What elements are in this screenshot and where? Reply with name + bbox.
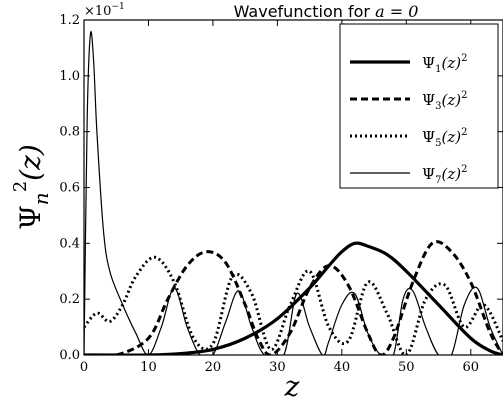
x-tick-label: 20: [205, 360, 222, 375]
y-multiplier-exponent: −1: [111, 2, 124, 12]
legend-label-1: Ψ1(z)2: [422, 53, 468, 75]
y-tick-label: 1.2: [59, 13, 80, 28]
y-axis-label-sub: n: [29, 192, 53, 205]
x-tick-label: 60: [462, 360, 479, 375]
y-axis-label: Ψn2(z): [10, 144, 53, 230]
x-tick-label: 50: [398, 360, 415, 375]
chart-title-prefix: Wavefunction for: [234, 2, 375, 21]
legend-label-3: Ψ3(z)2: [422, 90, 468, 112]
legend-frame: [339, 23, 499, 189]
x-tick-label: 40: [334, 360, 351, 375]
y-multiplier-base: ×10: [84, 4, 111, 19]
y-tick-label: 0.2: [59, 292, 80, 307]
x-tick-label: 10: [140, 360, 157, 375]
y-axis-label-base: Ψ: [14, 205, 47, 230]
legend: Ψ1(z)2 Ψ3(z)2 Ψ5(z)2 Ψ7(z)2: [339, 23, 499, 189]
y-tick-label: 0.6: [59, 181, 80, 196]
series-line-1: [84, 241, 503, 355]
legend-label-5: Ψ5(z)2: [422, 127, 468, 149]
x-tick-label: 30: [269, 360, 286, 375]
x-tick-label: 0: [80, 360, 88, 375]
series-line-7: [84, 31, 503, 355]
series-line-5: [84, 255, 503, 355]
chart-title-math: a = 0: [375, 2, 418, 21]
series-line-3: [84, 240, 503, 355]
y-tick-label: 0.8: [59, 125, 80, 140]
y-multiplier: ×10−1: [84, 2, 125, 19]
series-layer: [84, 31, 503, 355]
legend-label-7: Ψ7(z)2: [422, 164, 468, 186]
chart-title: Wavefunction for a = 0: [234, 2, 419, 21]
y-axis-label-arg: (z): [14, 144, 47, 181]
x-axis-label: z: [284, 370, 300, 402]
y-tick-label: 0.4: [59, 236, 80, 251]
y-tick-label: 1.0: [59, 69, 80, 84]
y-tick-label: 0.0: [59, 348, 80, 363]
y-axis-label-sup: 2: [10, 181, 31, 192]
axis-ticks: 0 10 20 30 40 50 60 0.0 0.2 0.4 0.6 0.8 1.0 1.2: [59, 13, 503, 375]
